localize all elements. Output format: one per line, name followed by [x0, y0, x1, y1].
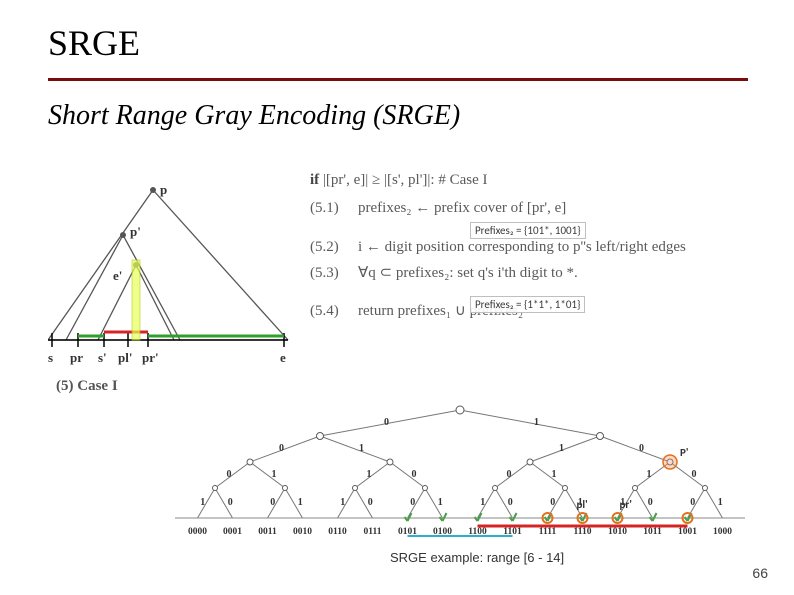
- svg-text:pr': pr': [620, 498, 632, 511]
- svg-text:1010: 1010: [608, 527, 627, 537]
- page-number: 66: [752, 565, 768, 581]
- svg-text:0101: 0101: [398, 527, 417, 537]
- svg-text:P': P': [680, 446, 688, 459]
- algo-step-3: (5.3)∀q ⊂ prefixes₂: set q's i'th digit …: [310, 263, 750, 283]
- svg-text:0: 0: [690, 497, 695, 508]
- svg-text:0011: 0011: [258, 527, 277, 537]
- svg-text:1100: 1100: [468, 527, 487, 537]
- title-rule: [48, 78, 748, 81]
- binary-tree: 0101100110011010011001100110010000000100…: [160, 400, 760, 540]
- algo-header: if |[pr', e]| ≥ |[s', pl']|: # Case I: [310, 170, 750, 190]
- svg-text:0010: 0010: [293, 527, 312, 537]
- slide: { "title": "SRGE", "subtitle": "Short Ra…: [0, 0, 794, 595]
- svg-text:1001: 1001: [678, 527, 697, 537]
- svg-text:1: 1: [438, 497, 443, 508]
- svg-text:1: 1: [359, 443, 364, 454]
- svg-text:0: 0: [412, 469, 417, 480]
- svg-text:0: 0: [384, 417, 389, 428]
- svg-text:1: 1: [298, 497, 303, 508]
- svg-text:0: 0: [228, 497, 233, 508]
- algo-step-2: (5.2)i ← digit position corresponding to…: [310, 237, 750, 257]
- svg-text:0: 0: [648, 497, 653, 508]
- svg-text:1: 1: [559, 443, 564, 454]
- svg-text:1101: 1101: [503, 527, 522, 537]
- svg-text:s': s': [98, 350, 107, 365]
- svg-text:0: 0: [508, 497, 513, 508]
- svg-text:e': e': [113, 268, 122, 283]
- svg-text:1: 1: [340, 497, 345, 508]
- annotation-prefixes-1: Prefixes₂ = {101*, 1001}: [470, 222, 586, 239]
- svg-text:1111: 1111: [539, 527, 557, 537]
- svg-text:1000: 1000: [713, 527, 732, 537]
- svg-text:0111: 0111: [364, 527, 382, 537]
- svg-text:0110: 0110: [328, 527, 347, 537]
- svg-text:pr: pr: [70, 350, 83, 365]
- svg-text:0: 0: [368, 497, 373, 508]
- svg-text:0: 0: [507, 469, 512, 480]
- svg-text:0: 0: [550, 497, 555, 508]
- case-label: (5) Case I: [56, 378, 118, 395]
- svg-text:1: 1: [200, 497, 205, 508]
- svg-text:1110: 1110: [574, 527, 592, 537]
- svg-text:1: 1: [718, 497, 723, 508]
- svg-text:0001: 0001: [223, 527, 242, 537]
- svg-text:p: p: [160, 182, 167, 197]
- svg-text:1: 1: [552, 469, 557, 480]
- svg-text:0000: 0000: [188, 527, 207, 537]
- svg-text:s: s: [48, 350, 53, 365]
- slide-subtitle: Short Range Gray Encoding (SRGE): [48, 100, 460, 132]
- svg-text:1: 1: [534, 417, 539, 428]
- svg-text:1: 1: [272, 469, 277, 480]
- svg-text:0: 0: [279, 443, 284, 454]
- svg-text:e: e: [280, 350, 286, 365]
- svg-text:pl': pl': [118, 350, 132, 365]
- svg-text:S': S': [519, 538, 527, 540]
- svg-text:1: 1: [480, 497, 485, 508]
- svg-text:0: 0: [692, 469, 697, 480]
- svg-text:1: 1: [647, 469, 652, 480]
- annotation-prefixes-2: Prefixes₂ = {1*1*, 1*01}: [470, 296, 585, 313]
- svg-text:0100: 0100: [433, 527, 452, 537]
- svg-text:0: 0: [410, 497, 415, 508]
- svg-text:pl': pl': [577, 498, 588, 511]
- svg-text:pr': pr': [142, 350, 159, 365]
- case-i-diagram: s pr s' pl' pr' e p p' e': [48, 180, 298, 380]
- svg-text:0: 0: [639, 443, 644, 454]
- svg-text:0: 0: [227, 469, 232, 480]
- algo-step-1: (5.1)prefixes₂ ← prefix cover of [pr', e…: [310, 198, 750, 218]
- svg-text:1: 1: [367, 469, 372, 480]
- svg-text:p': p': [130, 224, 141, 239]
- tree-caption: SRGE example: range [6 - 14]: [390, 550, 564, 565]
- svg-text:0: 0: [270, 497, 275, 508]
- svg-text:1011: 1011: [643, 527, 662, 537]
- slide-title: SRGE: [48, 22, 140, 64]
